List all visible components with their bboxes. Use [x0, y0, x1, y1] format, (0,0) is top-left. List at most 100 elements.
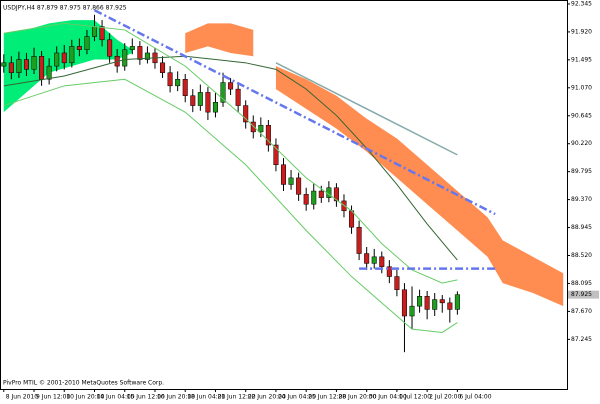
- candle-body: [424, 296, 430, 310]
- candle-body: [356, 226, 362, 254]
- y-tick-label: 87.670: [571, 308, 592, 315]
- candle-body: [250, 121, 256, 133]
- candle-body: [190, 95, 196, 106]
- candle-body: [228, 82, 234, 90]
- footer: PivPro MTIL © 2001-2010 MetaQuotes Softw…: [3, 380, 164, 387]
- indicator-line: [3, 22, 458, 284]
- candle-body: [137, 46, 143, 60]
- candle-body: [129, 46, 135, 50]
- x-tick-label: 2 Jul 20:00: [429, 394, 461, 401]
- candle-body: [333, 187, 339, 202]
- candle-body: [454, 294, 460, 310]
- candle-body: [296, 177, 302, 195]
- y-tick-label: 92.345: [571, 0, 592, 7]
- candle-body: [235, 88, 241, 106]
- candle-body: [243, 105, 249, 123]
- x-tick-label: 14 Jun 04:00: [97, 394, 135, 401]
- x-tick-label: 9 Jun 12:00: [36, 394, 70, 401]
- candle-body: [212, 102, 218, 113]
- candle-body: [409, 305, 415, 317]
- candle-body: [265, 125, 271, 146]
- candle-body: [23, 59, 29, 70]
- candle-body: [303, 194, 309, 205]
- x-tick-label: 30 Jun 04:00: [369, 394, 407, 401]
- x-tick-label: 15 Jun 12:00: [127, 394, 165, 401]
- candle-body: [432, 299, 438, 310]
- y-tick-label: 87.245: [571, 336, 592, 343]
- candle-body: [122, 49, 128, 67]
- y-tick-label: 89.370: [571, 196, 592, 203]
- candle-body: [447, 302, 453, 310]
- candle-body: [160, 62, 166, 73]
- y-tick-label: 90.220: [571, 140, 592, 147]
- candle-body: [175, 79, 181, 87]
- candle-body: [280, 164, 287, 185]
- candle-body: [364, 253, 370, 264]
- last-price-box: [568, 290, 599, 299]
- x-tick-label: 16 Jun 20:00: [157, 394, 195, 401]
- candle-body: [439, 299, 445, 304]
- candle-body: [144, 52, 150, 60]
- candle-body: [76, 46, 82, 50]
- cloud: [275, 66, 564, 307]
- x-tick-label: 10 Jun 20:00: [66, 394, 104, 401]
- candle-body: [205, 92, 211, 113]
- candle-body: [46, 65, 52, 80]
- candle-body: [288, 177, 294, 185]
- candle-body: [99, 26, 105, 41]
- x-tick-label: 1 Jul 12:00: [399, 394, 431, 401]
- candle-body: [273, 144, 279, 165]
- indicator-line: [3, 78, 458, 333]
- x-tick-label: 22 Jun 20:00: [248, 394, 286, 401]
- indicator-line: [275, 62, 458, 156]
- candle-body: [1, 62, 7, 67]
- x-tick-label: 8 Jun 2010: [6, 394, 38, 401]
- indicator-line: [3, 55, 458, 261]
- cloud: [3, 20, 133, 113]
- x-tick-label: 21 Jun 12:00: [217, 394, 255, 401]
- candle-body: [379, 256, 385, 267]
- candle-body: [197, 92, 203, 106]
- cloud: [185, 23, 254, 57]
- candle-body: [182, 79, 188, 96]
- candle-body: [91, 26, 98, 37]
- x-tick-label: 18 Jun 04:00: [187, 394, 225, 401]
- candle-body: [394, 276, 400, 290]
- chart-title: USDJPY,H4 87.879 87.975 87.866 87.925: [3, 5, 127, 12]
- y-tick-label: 89.795: [571, 168, 592, 175]
- candle-body: [386, 266, 392, 277]
- candle-body: [258, 125, 264, 133]
- candle-body: [167, 72, 173, 87]
- candle-body: [349, 210, 355, 228]
- candle-body: [61, 52, 67, 64]
- y-tick-label: 88.095: [571, 280, 592, 287]
- y-tick-label: 88.520: [571, 252, 592, 259]
- y-tick-label: 91.070: [571, 84, 592, 91]
- candle-body: [54, 52, 60, 67]
- last-price-label: 87.925: [571, 291, 592, 298]
- candle-body: [417, 296, 423, 307]
- plot-area: [1, 9, 564, 353]
- candle-body: [84, 36, 90, 50]
- candle-body: [371, 256, 377, 264]
- candle-body: [401, 289, 407, 317]
- candle-body: [31, 55, 37, 70]
- candle-body: [107, 39, 113, 57]
- x-tick-label: 6 Jul 04:00: [459, 394, 491, 401]
- candle-body: [311, 190, 317, 205]
- x-tick-label: 25 Jun 12:00: [308, 394, 346, 401]
- candle-body: [318, 190, 324, 198]
- candle-body: [16, 59, 22, 73]
- y-tick-label: 91.495: [571, 56, 592, 63]
- y-tick-label: 91.920: [571, 28, 592, 35]
- candle-body: [39, 55, 45, 80]
- indicator-line: [93, 9, 496, 216]
- y-tick-label: 88.945: [571, 224, 592, 231]
- candle-body: [69, 46, 75, 64]
- plot-frame: [0, 0, 568, 390]
- y-tick-label: 90.645: [571, 112, 592, 119]
- candle-body: [220, 82, 226, 103]
